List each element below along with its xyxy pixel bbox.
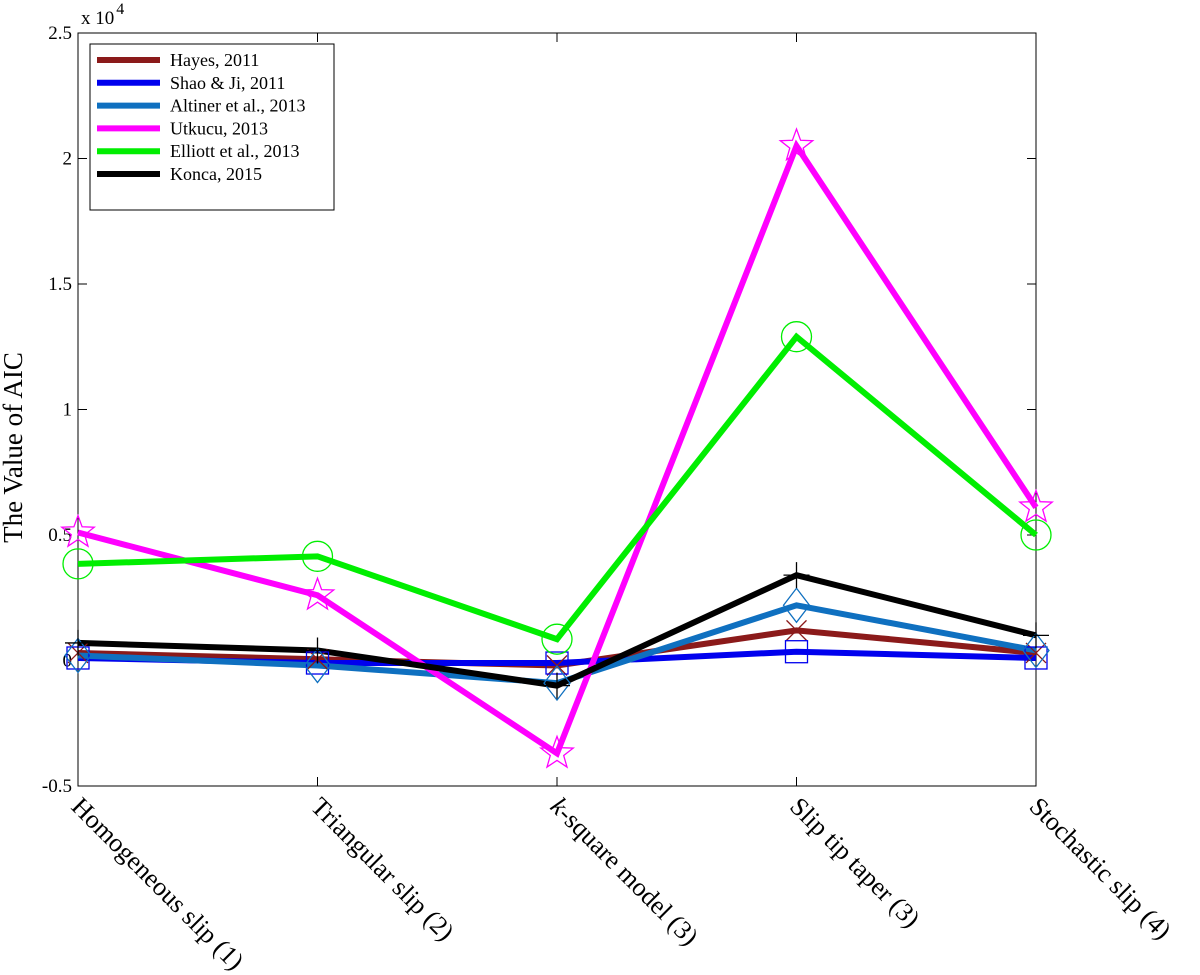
- y-multiplier-base: x 10: [81, 8, 114, 29]
- series-line-5: [77, 571, 1037, 689]
- y-tick-label: -0.5: [42, 776, 72, 797]
- series-4-point: [541, 623, 573, 655]
- y-tick-label: 1: [63, 400, 73, 421]
- series-2-point: [1022, 632, 1050, 669]
- series-3-point: [538, 734, 576, 769]
- legend-entry-label: Hayes, 2011: [170, 50, 259, 70]
- series-line-2: [77, 602, 1037, 687]
- series-4-point: [301, 540, 334, 572]
- series-line-3: [77, 139, 1039, 758]
- y-tick-label: 1.5: [48, 274, 72, 295]
- series-2-point: [64, 637, 92, 674]
- legend: Hayes, 2011 Shao & Ji, 2011 Altiner et al.…: [89, 43, 335, 211]
- series-line-4: [77, 332, 1038, 643]
- y-tick-label: 2.5: [48, 23, 72, 44]
- series-5-point: [1023, 622, 1049, 649]
- y-axis-label: The Value of AIC: [0, 352, 28, 543]
- x-category-label: Stochastic slip (4): [1024, 792, 1177, 945]
- series-2-point: [782, 587, 811, 624]
- series-3-point: [778, 127, 815, 162]
- series-0-point: [786, 619, 807, 641]
- x-category-label: Slip tip taper (3): [784, 792, 926, 934]
- x-category-label: Triangular slip (2): [305, 792, 460, 947]
- series-1-point: [784, 640, 809, 664]
- series-5-point: [304, 637, 331, 664]
- legend-entry-label: Shao & Ji, 2011: [170, 73, 285, 93]
- x-category-label: k-square model (3): [545, 792, 704, 951]
- series-markers: [60, 127, 1054, 769]
- x-category-label: Homogeneous slip (1): [66, 792, 250, 975]
- series-4-point: [62, 548, 94, 580]
- series-3-point: [60, 513, 96, 548]
- series-5-point: [783, 562, 810, 589]
- series-2-point: [303, 647, 332, 684]
- series-5-point: [544, 672, 570, 699]
- series-3-point: [1018, 488, 1054, 523]
- legend-entry-label: Konca, 2015: [170, 164, 262, 184]
- y-multiplier: x 10 4: [81, 1, 124, 29]
- legend-entry-label: Altiner et al., 2013: [170, 96, 305, 116]
- legend-entry-label: Utkucu, 2013: [170, 118, 268, 138]
- series-3-point: [299, 576, 336, 611]
- series-4-point: [780, 321, 813, 353]
- series-5-point: [65, 629, 91, 656]
- series-lines: [77, 139, 1039, 758]
- legend-entry-label: Elliott et al., 2013: [170, 141, 299, 161]
- series-4-point: [1020, 519, 1052, 551]
- series-2-point: [543, 665, 571, 702]
- y-tick-label: 2: [63, 149, 73, 170]
- y-multiplier-exponent: 4: [116, 1, 124, 18]
